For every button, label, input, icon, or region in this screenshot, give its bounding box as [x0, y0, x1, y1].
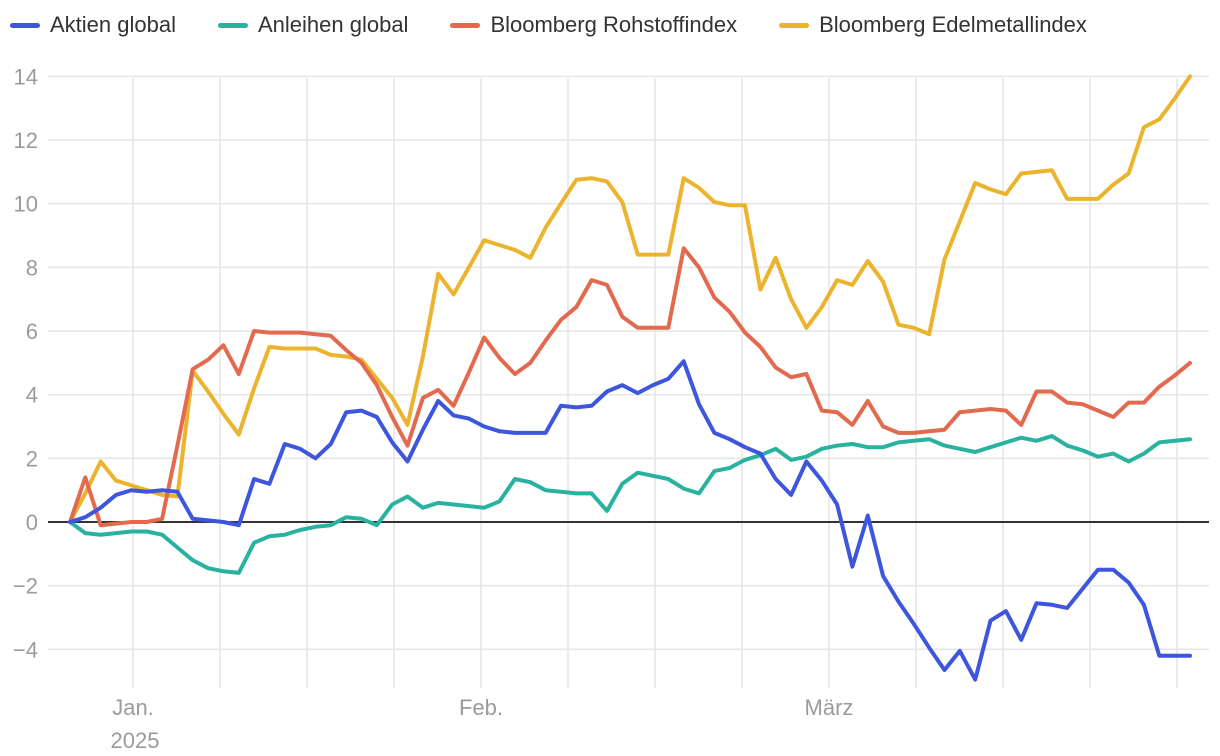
series-line-bloomberg-edelmetallindex	[68, 74, 1192, 524]
y-tick-label: 4	[26, 383, 38, 408]
y-tick-label: 2	[26, 446, 38, 471]
legend: Aktien global Anleihen global Bloomberg Ro…	[10, 12, 1129, 38]
y-tick-label: 6	[26, 319, 38, 344]
legend-item-aktien-global[interactable]: Aktien global	[10, 12, 176, 38]
legend-item-bloomberg-edelmetallindex[interactable]: Bloomberg Edelmetallindex	[779, 12, 1087, 38]
series-line-bloomberg-rohstoffindex	[68, 246, 1192, 528]
legend-item-bloomberg-rohstoffindex[interactable]: Bloomberg Rohstoffindex	[450, 12, 737, 38]
y-tick-label: −2	[13, 574, 38, 599]
legend-item-label: Bloomberg Edelmetallindex	[819, 12, 1087, 37]
legend-item-anleihen-global[interactable]: Anleihen global	[217, 12, 409, 38]
x-tick-sublabel: 2025	[111, 728, 160, 753]
x-tick-label: Jan.	[112, 695, 154, 720]
legend-swatch-icon	[10, 22, 40, 28]
y-tick-label: 12	[14, 128, 38, 153]
y-axis-labels: 14 12 10 8 6 4 2 0 −2 −4	[13, 64, 38, 662]
y-tick-label: 0	[26, 510, 38, 535]
y-tick-label: −4	[13, 637, 38, 662]
legend-swatch-icon	[217, 22, 248, 28]
legend-swatch-icon	[450, 22, 481, 28]
legend-item-label: Aktien global	[50, 12, 176, 37]
legend-swatch-icon	[779, 22, 810, 28]
legend-item-label: Anleihen global	[257, 12, 409, 37]
y-tick-label: 14	[14, 64, 38, 89]
series-line-anleihen-global	[68, 434, 1192, 575]
series-line-aktien-global	[68, 359, 1192, 682]
y-tick-label: 8	[26, 255, 38, 280]
x-tick-label: Feb.	[459, 695, 503, 720]
x-axis-labels: Jan. 2025 Feb. März	[111, 695, 854, 753]
y-tick-label: 10	[14, 192, 38, 217]
horizontal-gridlines	[48, 75, 1209, 651]
legend-item-label: Bloomberg Rohstoffindex	[490, 12, 738, 37]
x-tick-label: März	[805, 695, 854, 720]
